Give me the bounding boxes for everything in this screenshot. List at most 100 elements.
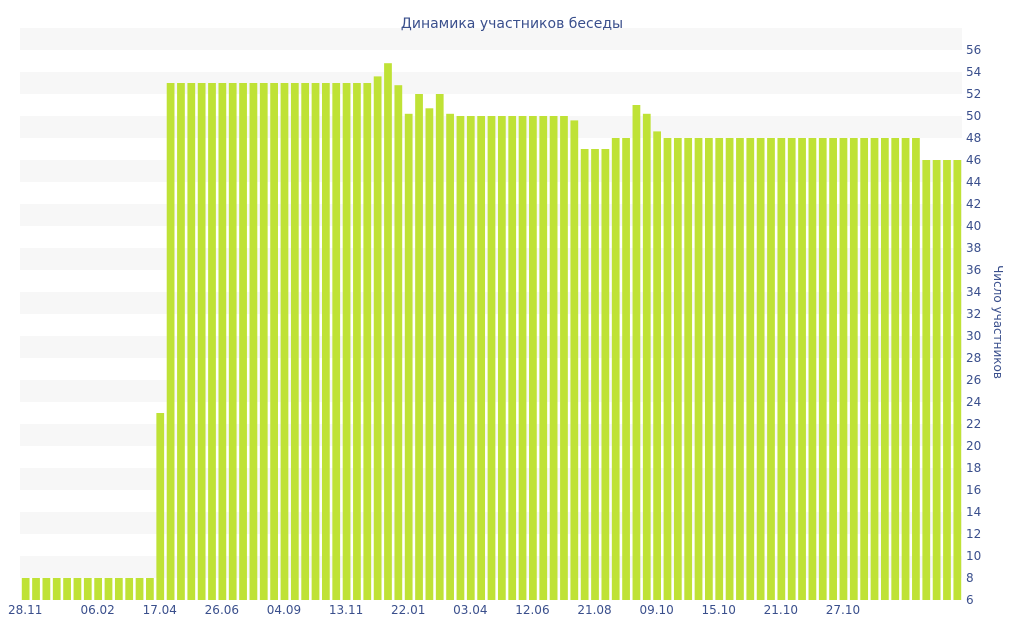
bar[interactable] bbox=[466, 116, 475, 600]
bar[interactable] bbox=[849, 138, 858, 600]
bar[interactable] bbox=[487, 116, 496, 600]
bar[interactable] bbox=[560, 116, 568, 600]
bar[interactable] bbox=[653, 131, 661, 600]
bar[interactable] bbox=[125, 578, 134, 600]
bar[interactable] bbox=[808, 138, 817, 600]
bar[interactable] bbox=[301, 83, 310, 600]
bar[interactable] bbox=[891, 138, 900, 600]
bar[interactable] bbox=[259, 83, 268, 600]
bar[interactable] bbox=[622, 138, 630, 600]
bar[interactable] bbox=[415, 94, 423, 600]
bar[interactable] bbox=[290, 83, 299, 600]
bar[interactable] bbox=[705, 138, 713, 600]
bar[interactable] bbox=[694, 138, 703, 600]
bar[interactable] bbox=[342, 83, 351, 600]
y-tick-label: 44 bbox=[966, 175, 981, 189]
bar[interactable] bbox=[218, 83, 227, 600]
bar[interactable] bbox=[611, 138, 620, 600]
bar[interactable] bbox=[818, 138, 827, 600]
bar[interactable] bbox=[404, 113, 413, 601]
bar[interactable] bbox=[601, 149, 610, 600]
bar[interactable] bbox=[787, 138, 796, 600]
bar[interactable] bbox=[114, 578, 123, 600]
bar[interactable] bbox=[94, 578, 103, 600]
bar[interactable] bbox=[901, 138, 910, 600]
x-tick-label: 06.02 bbox=[80, 603, 114, 617]
bar[interactable] bbox=[104, 578, 113, 600]
y-tick-label: 32 bbox=[966, 307, 981, 321]
x-tick-label: 12.06 bbox=[515, 603, 549, 617]
bar[interactable] bbox=[839, 138, 848, 600]
x-tick-label: 21.08 bbox=[577, 603, 611, 617]
bar[interactable] bbox=[228, 83, 237, 600]
bar[interactable] bbox=[197, 83, 206, 600]
y-tick-label: 26 bbox=[966, 373, 981, 387]
bar[interactable] bbox=[715, 138, 724, 600]
bar[interactable] bbox=[353, 83, 361, 600]
bar[interactable] bbox=[736, 138, 744, 600]
bar[interactable] bbox=[477, 116, 486, 600]
bar[interactable] bbox=[21, 578, 30, 600]
bar[interactable] bbox=[435, 94, 444, 600]
bar[interactable] bbox=[446, 113, 454, 601]
bar[interactable] bbox=[725, 138, 734, 600]
bar[interactable] bbox=[777, 138, 786, 600]
bar[interactable] bbox=[860, 138, 869, 600]
bar[interactable] bbox=[187, 83, 196, 600]
bar[interactable] bbox=[529, 116, 537, 600]
bar[interactable] bbox=[829, 138, 837, 600]
bar[interactable] bbox=[239, 83, 247, 600]
bar[interactable] bbox=[32, 578, 40, 600]
bar[interactable] bbox=[642, 113, 651, 601]
bar[interactable] bbox=[135, 578, 144, 600]
bar[interactable] bbox=[932, 160, 941, 600]
bar[interactable] bbox=[83, 578, 92, 600]
bar[interactable] bbox=[953, 160, 962, 600]
bar[interactable] bbox=[591, 149, 599, 600]
bar[interactable] bbox=[63, 578, 71, 600]
bar[interactable] bbox=[425, 108, 434, 601]
bar[interactable] bbox=[580, 149, 589, 600]
bar[interactable] bbox=[73, 578, 82, 600]
bar[interactable] bbox=[321, 83, 330, 600]
bar[interactable] bbox=[249, 83, 258, 600]
bar[interactable] bbox=[177, 83, 185, 600]
bar[interactable] bbox=[156, 413, 165, 600]
bar[interactable] bbox=[912, 138, 920, 600]
bar[interactable] bbox=[166, 83, 175, 600]
bar[interactable] bbox=[922, 160, 931, 600]
bar[interactable] bbox=[456, 116, 465, 600]
x-tick-label: 04.09 bbox=[267, 603, 301, 617]
bar[interactable] bbox=[146, 578, 154, 600]
bar[interactable] bbox=[518, 116, 527, 600]
y-tick-label: 34 bbox=[966, 285, 981, 299]
bar[interactable] bbox=[42, 578, 51, 600]
bar[interactable] bbox=[570, 120, 579, 601]
bar[interactable] bbox=[311, 83, 320, 600]
bar[interactable] bbox=[943, 160, 951, 600]
bar[interactable] bbox=[767, 138, 775, 600]
bar[interactable] bbox=[373, 76, 382, 600]
bar[interactable] bbox=[684, 138, 693, 600]
bar[interactable] bbox=[798, 138, 806, 600]
bar[interactable] bbox=[673, 138, 682, 600]
bar[interactable] bbox=[870, 138, 879, 600]
bar[interactable] bbox=[549, 116, 558, 600]
bar[interactable] bbox=[384, 63, 392, 600]
bar[interactable] bbox=[52, 578, 61, 600]
bar[interactable] bbox=[632, 105, 641, 600]
bar[interactable] bbox=[746, 138, 755, 600]
bar[interactable] bbox=[880, 138, 889, 600]
bar[interactable] bbox=[497, 116, 506, 600]
bar[interactable] bbox=[663, 138, 672, 600]
bar[interactable] bbox=[539, 116, 548, 600]
background-band bbox=[20, 28, 962, 50]
bar[interactable] bbox=[508, 116, 517, 600]
bar[interactable] bbox=[394, 85, 403, 600]
bar[interactable] bbox=[270, 83, 278, 600]
bar[interactable] bbox=[332, 83, 341, 600]
bar[interactable] bbox=[756, 138, 765, 600]
bar[interactable] bbox=[363, 83, 372, 600]
bar[interactable] bbox=[208, 83, 216, 600]
bar[interactable] bbox=[280, 83, 289, 600]
